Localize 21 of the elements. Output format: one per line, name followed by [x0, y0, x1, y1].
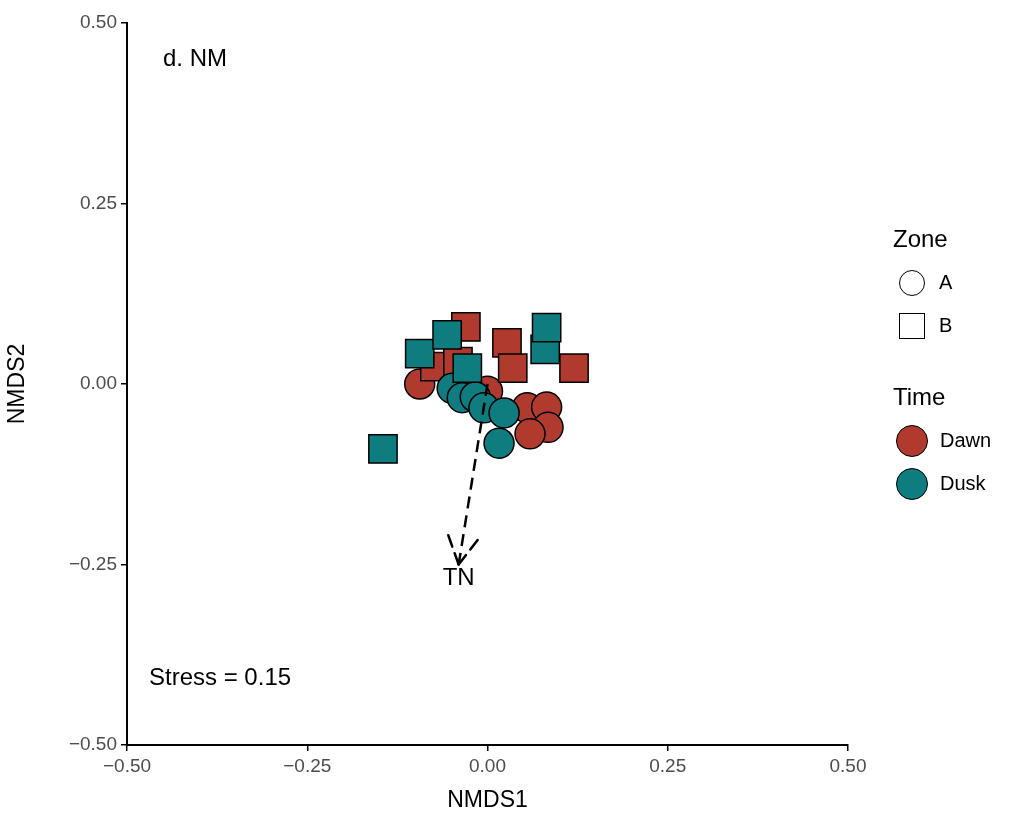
x-tick-label: 0.25 — [649, 754, 687, 776]
text: Zone — [893, 225, 948, 252]
x-tick-label: 0.50 — [829, 754, 867, 776]
x-tick-label: −0.50 — [102, 754, 152, 776]
legend-label: Dusk — [940, 472, 986, 495]
annotation: d. NM — [163, 43, 228, 71]
y-axis-title: NMDS2 — [3, 343, 30, 425]
y-tick-label: −0.25 — [68, 552, 117, 574]
annotation: TN — [442, 563, 475, 591]
x-axis-title: NMDS1 — [447, 785, 528, 812]
legend-label: Dawn — [940, 429, 992, 452]
y-tick-label: −0.50 — [68, 733, 117, 755]
y-tick-label: 0.25 — [80, 191, 117, 213]
x-tick-label: 0.00 — [469, 754, 506, 776]
y-tick-label: 0.00 — [80, 372, 117, 394]
text: A — [939, 271, 953, 294]
y-tick-label: 0.50 — [80, 11, 117, 33]
annotation: Stress = 0.15 — [149, 662, 292, 690]
x-tick-label: −0.25 — [283, 754, 332, 776]
text: B — [939, 314, 953, 337]
text: Time — [893, 383, 946, 410]
